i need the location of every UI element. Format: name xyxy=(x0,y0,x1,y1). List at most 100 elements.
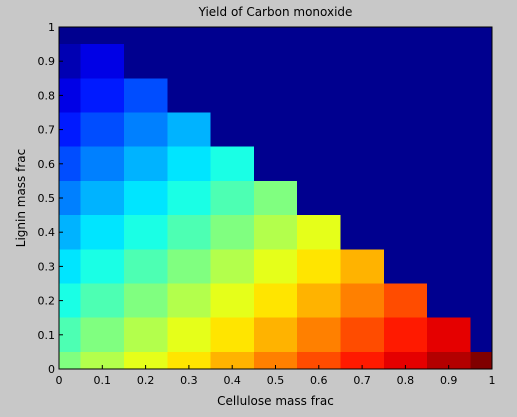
heatmap-cell xyxy=(210,351,254,369)
heatmap-cell xyxy=(297,317,341,352)
heatmap-cell xyxy=(59,112,81,147)
heatmap-cell xyxy=(210,27,254,45)
heatmap-cell xyxy=(167,112,211,147)
heatmap-cell xyxy=(167,283,211,318)
heatmap-cell xyxy=(123,112,168,147)
y-tick-label: 0.9 xyxy=(38,55,56,68)
heatmap-cell xyxy=(383,146,428,181)
heatmap-cell xyxy=(167,44,211,79)
heatmap-cell xyxy=(297,249,341,284)
x-tick-label: 0.3 xyxy=(180,374,198,387)
heatmap-cell xyxy=(427,112,471,147)
x-axis-label: Cellulose mass frac xyxy=(217,394,334,408)
heatmap-cell xyxy=(80,180,124,216)
y-tick-label: 0.1 xyxy=(38,329,56,342)
heatmap-cell xyxy=(470,27,492,45)
heatmap-cell xyxy=(253,112,298,147)
heatmap-cell xyxy=(427,78,471,113)
heatmap-cell xyxy=(253,215,298,250)
heatmap-cell xyxy=(59,44,81,79)
heatmap-cell xyxy=(59,146,81,181)
heatmap-cell xyxy=(80,249,124,284)
heatmap-cell xyxy=(297,215,341,250)
heatmap-cell xyxy=(297,27,341,45)
y-axis-label: Lignin mass frac xyxy=(14,149,28,247)
heatmap-cell xyxy=(427,146,471,181)
heatmap-cell xyxy=(340,112,384,147)
heatmap-cell xyxy=(123,283,168,318)
heatmap-cell xyxy=(470,146,492,181)
heatmap-cell xyxy=(210,215,254,250)
y-tick-label: 0.8 xyxy=(38,89,56,102)
x-tick-label: 0 xyxy=(56,374,63,387)
heatmap-cell xyxy=(210,317,254,352)
heatmap-cell xyxy=(253,180,298,216)
heatmap-cell xyxy=(253,283,298,318)
heatmap-cell xyxy=(210,44,254,79)
heatmap-cell xyxy=(210,283,254,318)
heatmap-cell xyxy=(297,283,341,318)
heatmap-cell xyxy=(59,249,81,284)
heatmap-cell xyxy=(383,351,428,369)
heatmap-cell xyxy=(340,317,384,352)
heatmap-cell xyxy=(427,283,471,318)
heatmap-cell xyxy=(59,351,81,369)
heatmap-cell xyxy=(80,112,124,147)
x-tick-label: 0.5 xyxy=(267,374,285,387)
heatmap-cell xyxy=(297,351,341,369)
heatmap-cell xyxy=(297,112,341,147)
heatmap-cell xyxy=(123,78,168,113)
heatmap-cell xyxy=(210,78,254,113)
y-tick-label: 0.2 xyxy=(38,295,56,308)
x-axis-ticks: 0 0.1 0.2 0.3 0.4 0.5 0.6 0.7 0.8 0.9 1 xyxy=(56,365,496,387)
heatmap-cell xyxy=(383,215,428,250)
y-tick-label: 0.3 xyxy=(38,260,56,273)
heatmap-cell xyxy=(253,249,298,284)
heatmap-cell xyxy=(59,283,81,318)
heatmap-cell xyxy=(427,180,471,216)
heatmap-cell xyxy=(470,78,492,113)
heatmap-cell xyxy=(383,112,428,147)
heatmap-cell xyxy=(383,44,428,79)
heatmap-cell xyxy=(470,215,492,250)
heatmap-cell xyxy=(470,180,492,216)
x-tick-label: 0.8 xyxy=(397,374,415,387)
y-tick-label: 0.4 xyxy=(38,226,56,239)
heatmap-cell xyxy=(59,180,81,216)
heatmap-cell xyxy=(297,180,341,216)
heatmap-cell xyxy=(80,44,124,79)
heatmap-cell xyxy=(80,78,124,113)
heatmap-cell xyxy=(253,78,298,113)
heatmap-cell xyxy=(383,27,428,45)
x-tick-label: 0.9 xyxy=(440,374,458,387)
heatmap-cell xyxy=(297,78,341,113)
heatmap-cell xyxy=(167,317,211,352)
x-tick-label: 0.1 xyxy=(94,374,112,387)
heatmap-cell xyxy=(427,249,471,284)
heatmap-cell xyxy=(253,44,298,79)
heatmap-cell xyxy=(123,215,168,250)
heatmap-cell xyxy=(59,78,81,113)
heatmap-cell xyxy=(470,283,492,318)
heatmap-cell xyxy=(340,249,384,284)
heatmap-cell xyxy=(80,283,124,318)
heatmap-cell xyxy=(123,146,168,181)
heatmap-cell xyxy=(470,44,492,79)
heatmap-cell xyxy=(383,78,428,113)
chart-title: Yield of Carbon monoxide xyxy=(198,5,353,19)
heatmap-cell xyxy=(427,27,471,45)
heatmap-cell xyxy=(210,112,254,147)
heatmap-cell xyxy=(59,317,81,352)
heatmap-cell xyxy=(340,180,384,216)
heatmap-cell xyxy=(123,317,168,352)
heatmap-cell xyxy=(210,180,254,216)
x-tick-label: 0.6 xyxy=(310,374,328,387)
y-tick-label: 0.7 xyxy=(38,124,56,137)
x-tick-label: 1 xyxy=(489,374,496,387)
heatmap-cell xyxy=(123,249,168,284)
heatmap-cell xyxy=(340,146,384,181)
y-tick-label: 1 xyxy=(48,21,55,34)
heatmap-cell xyxy=(383,283,428,318)
x-tick-label: 0.4 xyxy=(223,374,241,387)
